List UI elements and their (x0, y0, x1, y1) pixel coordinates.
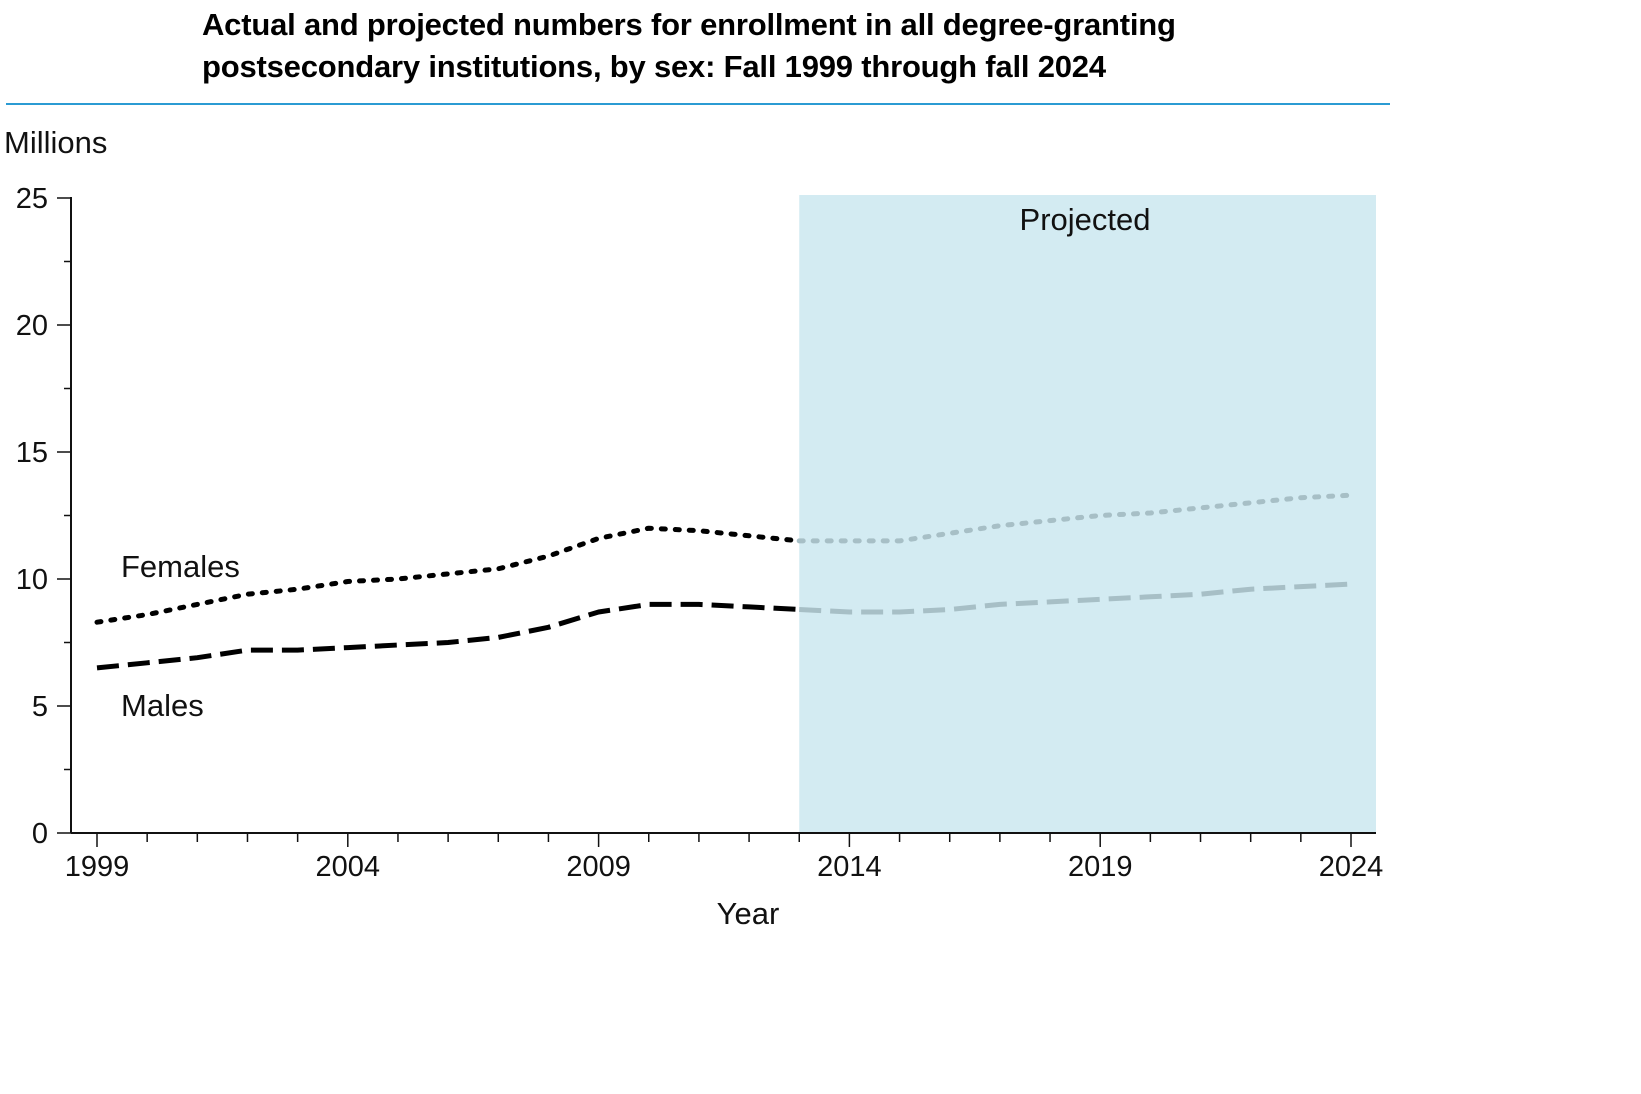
females-point-2011 (697, 529, 700, 532)
females-point-2010 (647, 527, 650, 530)
y-tick-label: 20 (16, 310, 48, 342)
females-point-2002 (246, 593, 249, 596)
males-point-2016 (948, 608, 951, 611)
males-point-2007 (497, 636, 500, 639)
males-point-2008 (547, 626, 550, 629)
x-tick-label: 2009 (566, 851, 631, 883)
x-tick-label: 1999 (65, 851, 130, 883)
males-point-2004 (346, 646, 349, 649)
projected-region (799, 195, 1376, 833)
females-point-2014 (848, 539, 851, 542)
females-point-2001 (196, 603, 199, 606)
males-point-2024 (1350, 583, 1353, 586)
females-point-2022 (1249, 501, 1252, 504)
x-tick-label: 2004 (316, 851, 381, 883)
males-point-2011 (697, 603, 700, 606)
females-point-1999 (96, 621, 99, 624)
females-point-2017 (998, 524, 1001, 527)
females-point-2000 (146, 613, 149, 616)
females-point-2016 (948, 532, 951, 535)
females-point-2003 (296, 588, 299, 591)
males-point-2017 (998, 603, 1001, 606)
females-projected-line (796, 492, 1354, 544)
x-axis-label: Year (717, 896, 780, 931)
y-tick-label: 25 (16, 183, 48, 215)
males-point-2013 (798, 608, 801, 611)
males-point-2019 (1099, 598, 1102, 601)
males-point-2001 (196, 656, 199, 659)
males-point-2002 (246, 649, 249, 652)
males-point-2014 (848, 611, 851, 614)
females-point-2013 (798, 539, 801, 542)
x-tick-label: 2014 (817, 851, 882, 883)
females-point-2024 (1350, 494, 1353, 497)
females-point-2005 (397, 578, 400, 581)
males-point-2005 (397, 644, 400, 647)
males-actual-line (96, 601, 800, 671)
males-point-2023 (1299, 585, 1302, 588)
x-tick-label: 2024 (1319, 851, 1384, 883)
females-point-2020 (1149, 512, 1152, 515)
males-point-2021 (1199, 593, 1202, 596)
y-tick-label: 5 (32, 691, 48, 723)
females-point-2007 (497, 567, 500, 570)
males-point-2022 (1249, 588, 1252, 591)
females-point-2008 (547, 555, 550, 558)
y-axis-label: Millions (4, 125, 107, 160)
y-tick-label: 15 (16, 437, 48, 469)
males-point-2009 (597, 611, 600, 614)
projected-label: Projected (1020, 202, 1151, 237)
females-actual-line (94, 525, 802, 625)
females-point-2009 (597, 537, 600, 540)
females-point-2004 (346, 580, 349, 583)
males-point-2000 (146, 661, 149, 664)
females-point-2015 (898, 539, 901, 542)
females-point-2021 (1199, 506, 1202, 509)
males-point-2015 (898, 611, 901, 614)
females-point-2023 (1299, 496, 1302, 499)
males-point-2018 (1049, 600, 1052, 603)
females-point-2018 (1049, 519, 1052, 522)
males-point-2012 (748, 605, 751, 608)
females-point-2012 (748, 534, 751, 537)
males-point-2003 (296, 649, 299, 652)
x-tick-label: 2019 (1068, 851, 1133, 883)
y-tick-label: 0 (32, 818, 48, 850)
males-point-2020 (1149, 595, 1152, 598)
females-point-2019 (1099, 514, 1102, 517)
females-point-2006 (447, 572, 450, 575)
y-tick-label: 10 (16, 564, 48, 596)
title-divider (6, 103, 1390, 105)
chart-title: Actual and projected numbers for enrollm… (202, 7, 1176, 84)
males-point-2006 (447, 641, 450, 644)
series-label-males: Males (121, 688, 204, 723)
males-point-2010 (647, 603, 650, 606)
series-label-females: Females (121, 549, 240, 584)
males-point-1999 (96, 666, 99, 669)
